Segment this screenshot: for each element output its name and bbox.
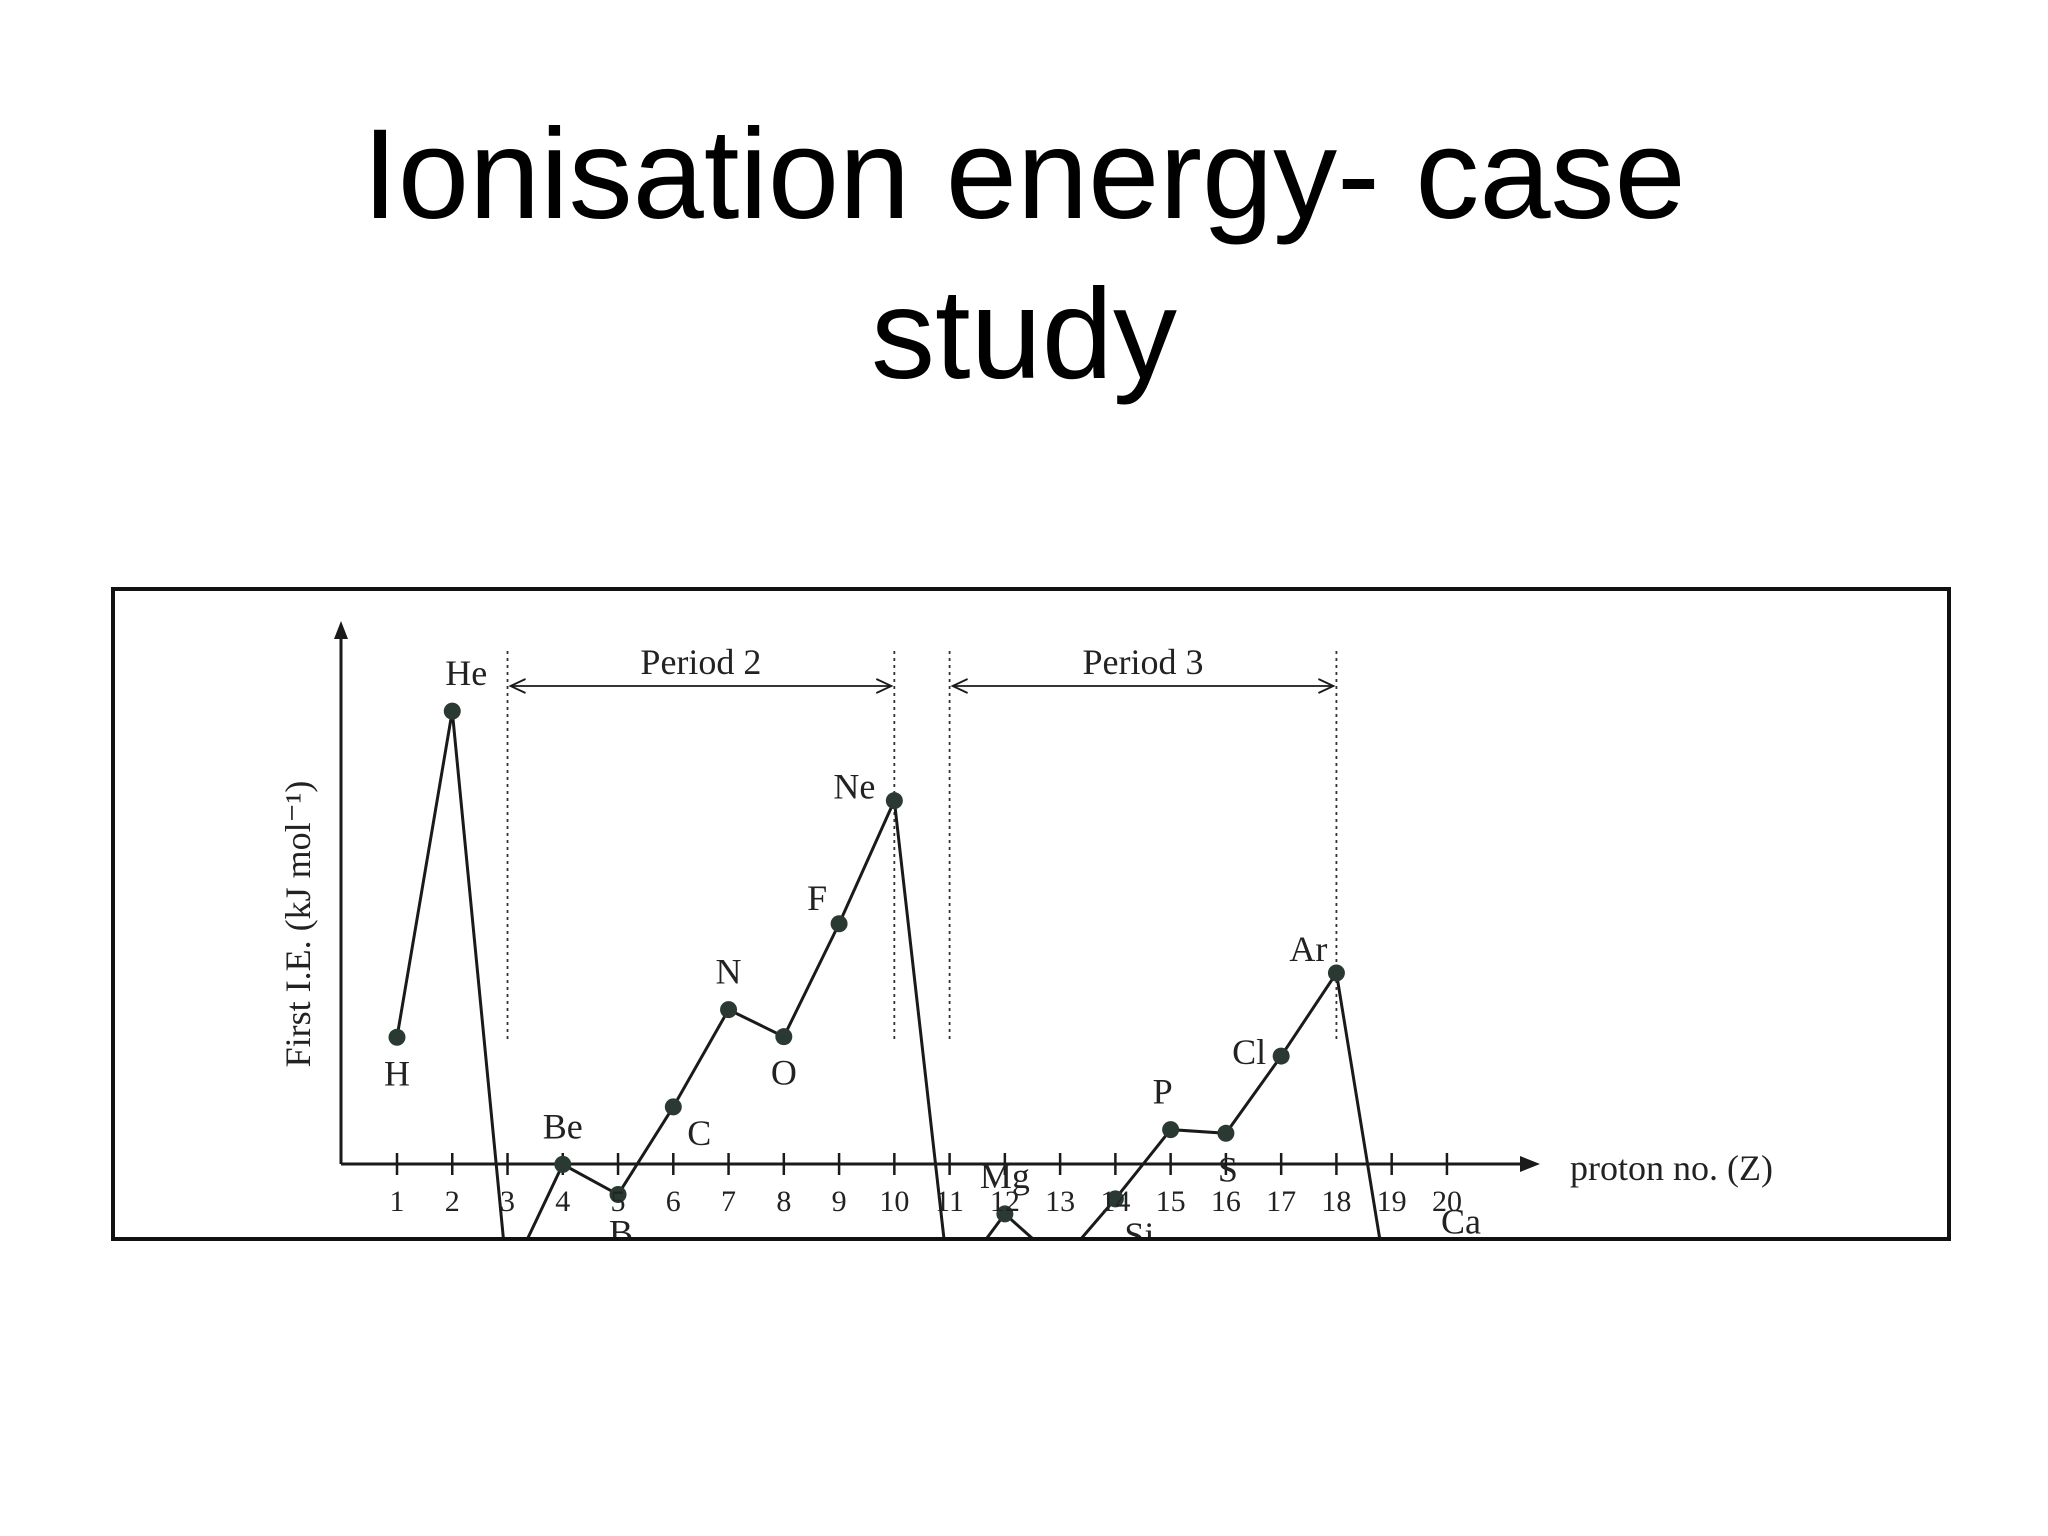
x-axis-arrow [1520, 1156, 1540, 1172]
element-label-n: N [716, 952, 742, 992]
element-labels: HHeLiBeBCNOFNeNaMgAlSiPSClArKCa [384, 653, 1481, 1237]
series-first-ie [388, 702, 1381, 1237]
x-tick-label: 13 [1045, 1185, 1075, 1218]
x-tick-label: 9 [832, 1185, 847, 1218]
x-tick-label: 18 [1321, 1185, 1351, 1218]
x-tick-label: 5 [611, 1185, 626, 1218]
x-tick-label: 10 [879, 1185, 909, 1218]
x-tick-label: 6 [666, 1185, 681, 1218]
element-label-ar: Ar [1289, 929, 1327, 969]
x-tick-label: 3 [500, 1185, 515, 1218]
period-arrow-head-right [875, 678, 894, 694]
x-tick-label: 11 [935, 1185, 964, 1218]
x-axis-label: proton no. (Z) [1570, 1148, 1773, 1188]
element-label-h: H [384, 1053, 410, 1093]
element-label-f: F [807, 878, 827, 918]
x-tick-label: 1 [390, 1185, 405, 1218]
element-label-si: Si [1124, 1215, 1154, 1237]
element-label-ne: Ne [833, 767, 875, 807]
period-annotations: Period 2 Period 3 [506, 642, 1338, 1041]
x-tick-label: 14 [1100, 1185, 1130, 1218]
period-label: Period 3 [1083, 642, 1204, 682]
period-label: Period 2 [640, 642, 761, 682]
data-point-b [609, 1186, 627, 1204]
period-arrow-head-left [950, 678, 968, 694]
element-label-he: He [445, 653, 487, 693]
x-tick-label: 2 [445, 1185, 460, 1218]
element-label-mg: Mg [980, 1156, 1030, 1196]
data-point-si [1106, 1190, 1124, 1208]
data-point-o [775, 1028, 793, 1046]
x-tick-labels: 1 2 3 4 5 6 7 8 9 10 11 12 13 14 15 16 17 18 19 20 [390, 1185, 1462, 1218]
x-tick-label: 16 [1211, 1185, 1241, 1218]
x-tick-label: 8 [776, 1185, 791, 1218]
data-point-n [720, 1001, 738, 1019]
slide-title-line-1: Ionisation energy- case [362, 103, 1686, 246]
data-point-ar [1327, 964, 1345, 982]
axes [334, 621, 1540, 1175]
period-arrow-head-left [508, 678, 526, 694]
period-arrow-head-right [1318, 678, 1336, 694]
element-label-cl: Cl [1232, 1032, 1266, 1072]
data-point-mg [996, 1205, 1014, 1223]
x-tick-label: 12 [990, 1185, 1020, 1218]
data-point-cl [1272, 1047, 1290, 1065]
data-point-be [554, 1155, 572, 1173]
y-axis-arrow [334, 621, 348, 639]
data-point-he [443, 702, 461, 720]
x-tick-label: 19 [1377, 1185, 1407, 1218]
data-point-ne [885, 792, 903, 810]
ionisation-energy-chart: Period 2 Period 3 1 2 3 4 5 6 7 8 9 10 11 12 13 14 15 16… [278, 621, 1773, 1237]
data-point-h [388, 1028, 406, 1046]
x-tick-label: 17 [1266, 1185, 1296, 1218]
element-label-b: B [609, 1213, 633, 1237]
data-point-f [830, 915, 848, 933]
x-tick-label: 7 [721, 1185, 736, 1218]
element-label-be: Be [543, 1106, 583, 1146]
slide-title: Ionisation energy- case study [0, 95, 2048, 415]
series-line [395, 710, 1381, 1237]
element-label-p: P [1153, 1072, 1173, 1112]
x-tick-label: 15 [1156, 1185, 1186, 1218]
element-label-o: O [771, 1053, 797, 1093]
x-tick-label: 4 [555, 1185, 570, 1218]
slide-title-line-2: study [871, 263, 1177, 406]
data-point-s [1217, 1124, 1235, 1142]
element-label-s: S [1218, 1149, 1238, 1189]
x-tick-label: 20 [1432, 1185, 1462, 1218]
data-point-p [1162, 1121, 1180, 1139]
y-axis-label: First I.E. (kJ mol⁻¹) [278, 781, 318, 1068]
chart-frame: Period 2 Period 3 1 2 3 4 5 6 7 8 9 10 11 12 13 14 15 16… [111, 587, 1951, 1241]
element-label-ca: Ca [1441, 1201, 1481, 1237]
element-label-c: C [687, 1113, 711, 1153]
data-point-c [664, 1098, 682, 1116]
